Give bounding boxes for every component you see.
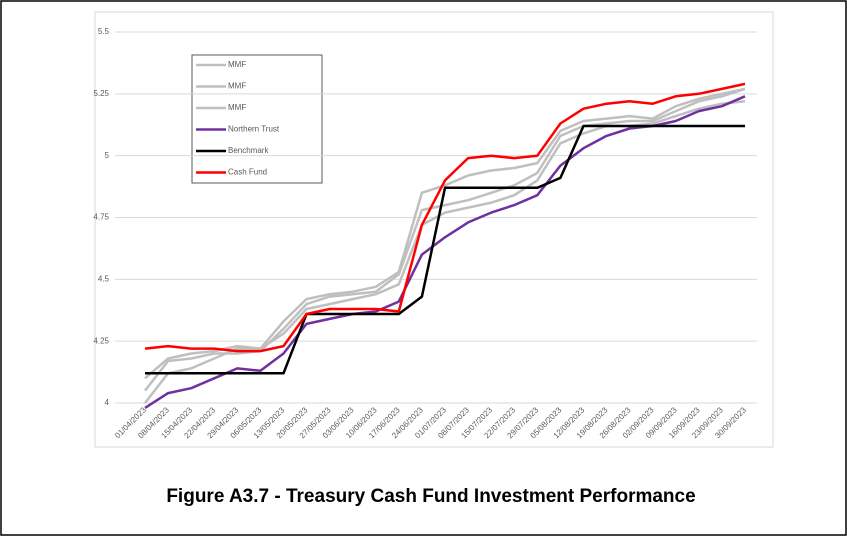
caption: Figure A3.7 - Treasury Cash Fund Investm… [166, 486, 695, 507]
series-line [144, 87, 746, 380]
y-tick-label: 4 [105, 398, 110, 407]
legend-box [191, 54, 323, 184]
y-tick-label: 4.5 [98, 274, 110, 283]
y-tick-label: 4.25 [93, 336, 109, 345]
legend-label: Benchmark [228, 146, 269, 155]
series-line [144, 87, 746, 392]
legend-label: MMF [228, 60, 246, 69]
legend-label: MMF [228, 103, 246, 112]
y-tick-label: 5.5 [98, 27, 110, 36]
y-tick-label: 4.75 [93, 213, 109, 222]
legend-label: MMF [228, 82, 246, 91]
legend: MMF MMF MMF Northern Trust Benchmark Cash Fun… [196, 60, 280, 177]
y-tick-label: 5.25 [93, 89, 109, 98]
legend-label: Cash Fund [228, 168, 267, 177]
y-tick-label: 5 [105, 151, 110, 160]
chart-frame [94, 11, 774, 448]
series-line [144, 82, 746, 353]
series-line [145, 124, 745, 375]
series-line [144, 100, 746, 404]
legend-label: Northern Trust [228, 125, 280, 134]
